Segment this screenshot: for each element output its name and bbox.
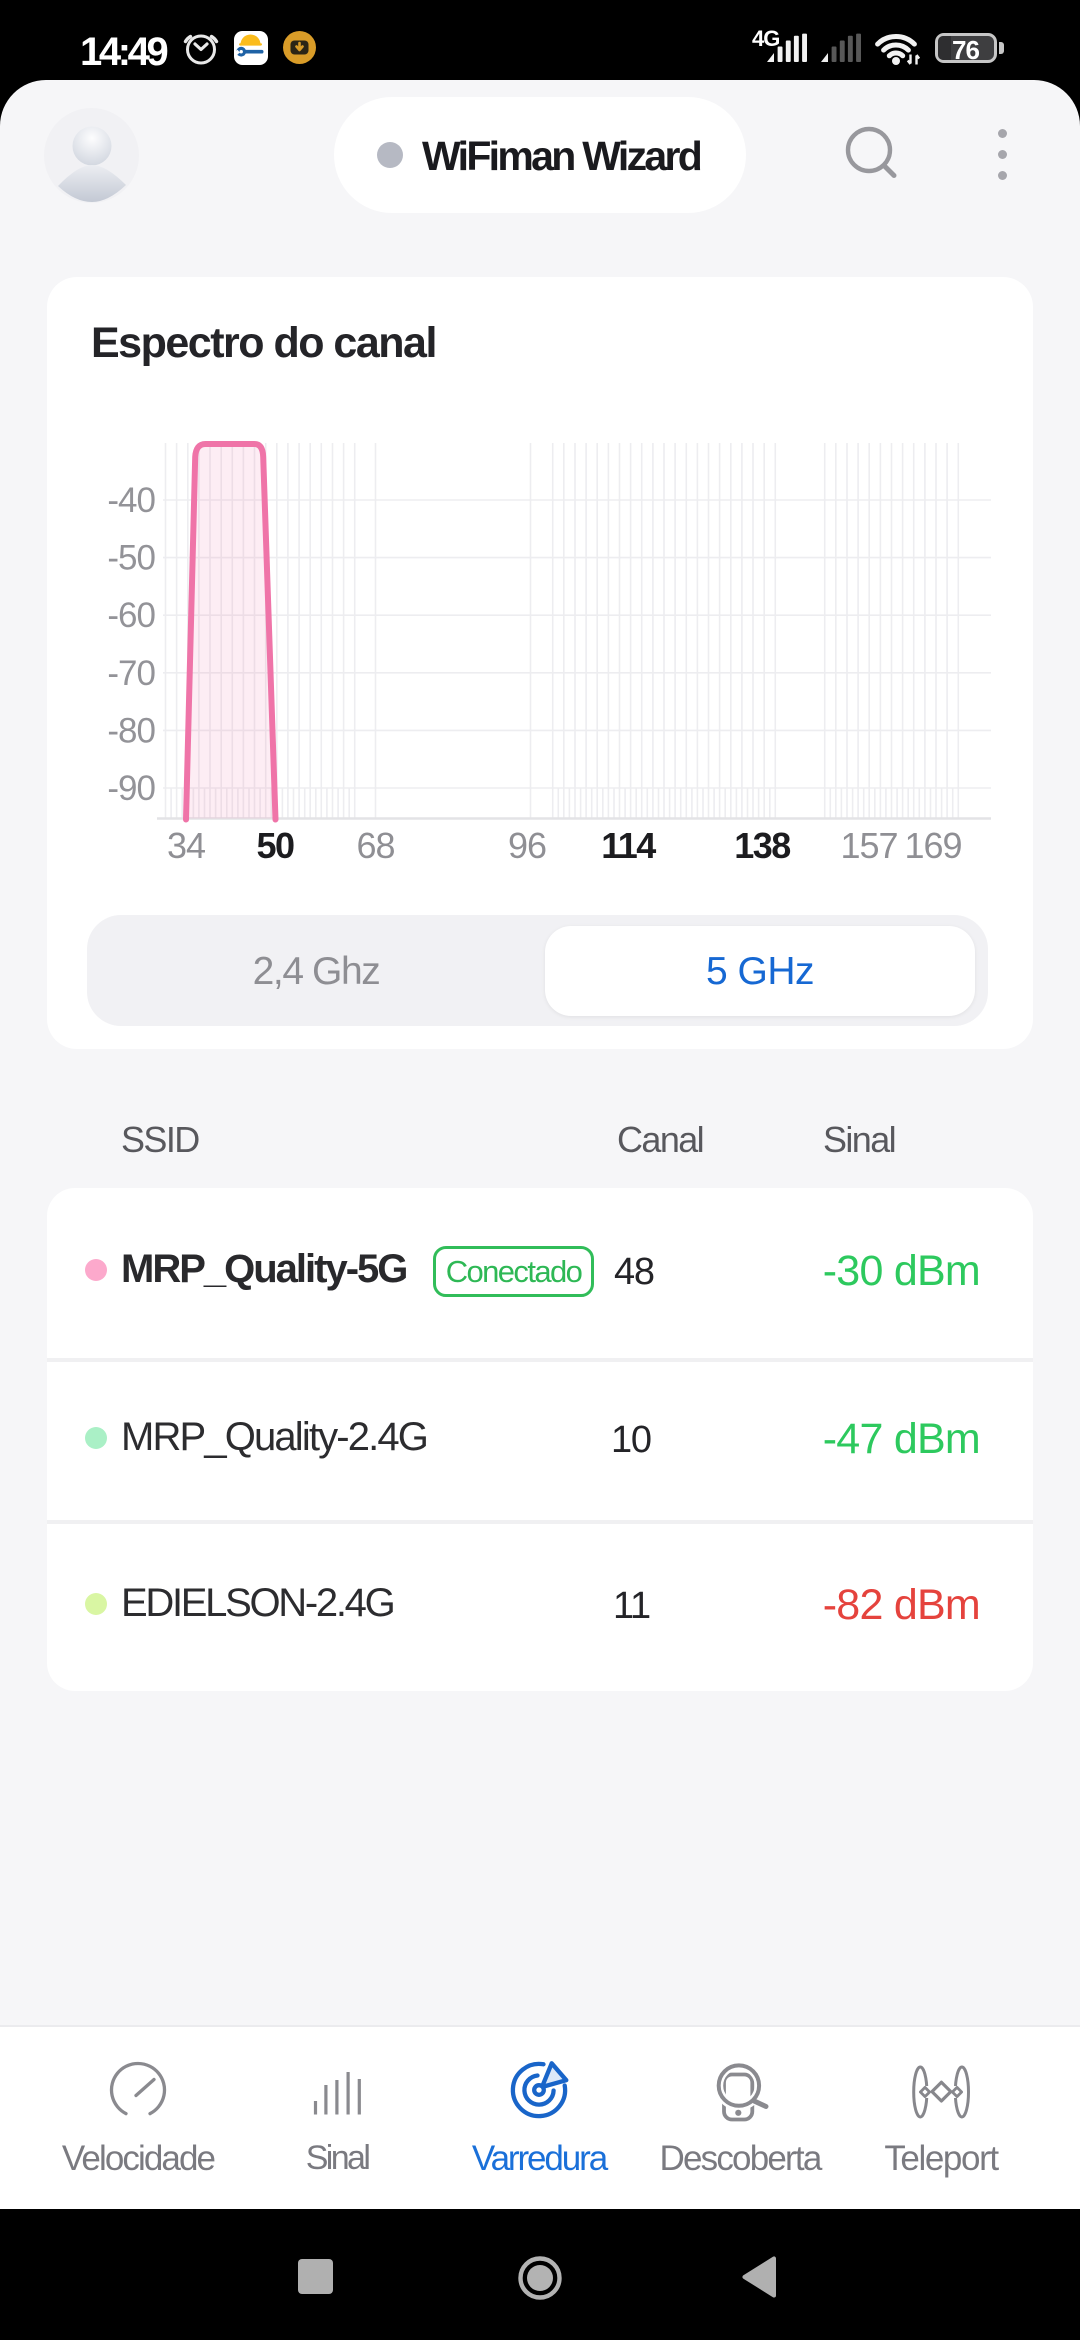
svg-text:68: 68: [356, 825, 394, 866]
svg-text:-70: -70: [107, 654, 155, 693]
svg-text:169: 169: [904, 825, 961, 866]
svg-text:-60: -60: [107, 596, 155, 635]
svg-text:-80: -80: [107, 711, 155, 750]
svg-text:-40: -40: [107, 481, 155, 520]
svg-text:157: 157: [840, 825, 897, 866]
svg-text:34: 34: [167, 825, 205, 866]
svg-text:50: 50: [256, 825, 294, 866]
svg-text:114: 114: [601, 825, 656, 866]
svg-text:-50: -50: [107, 539, 155, 578]
svg-text:96: 96: [508, 825, 546, 866]
svg-text:138: 138: [734, 825, 790, 866]
svg-text:-90: -90: [107, 769, 155, 808]
